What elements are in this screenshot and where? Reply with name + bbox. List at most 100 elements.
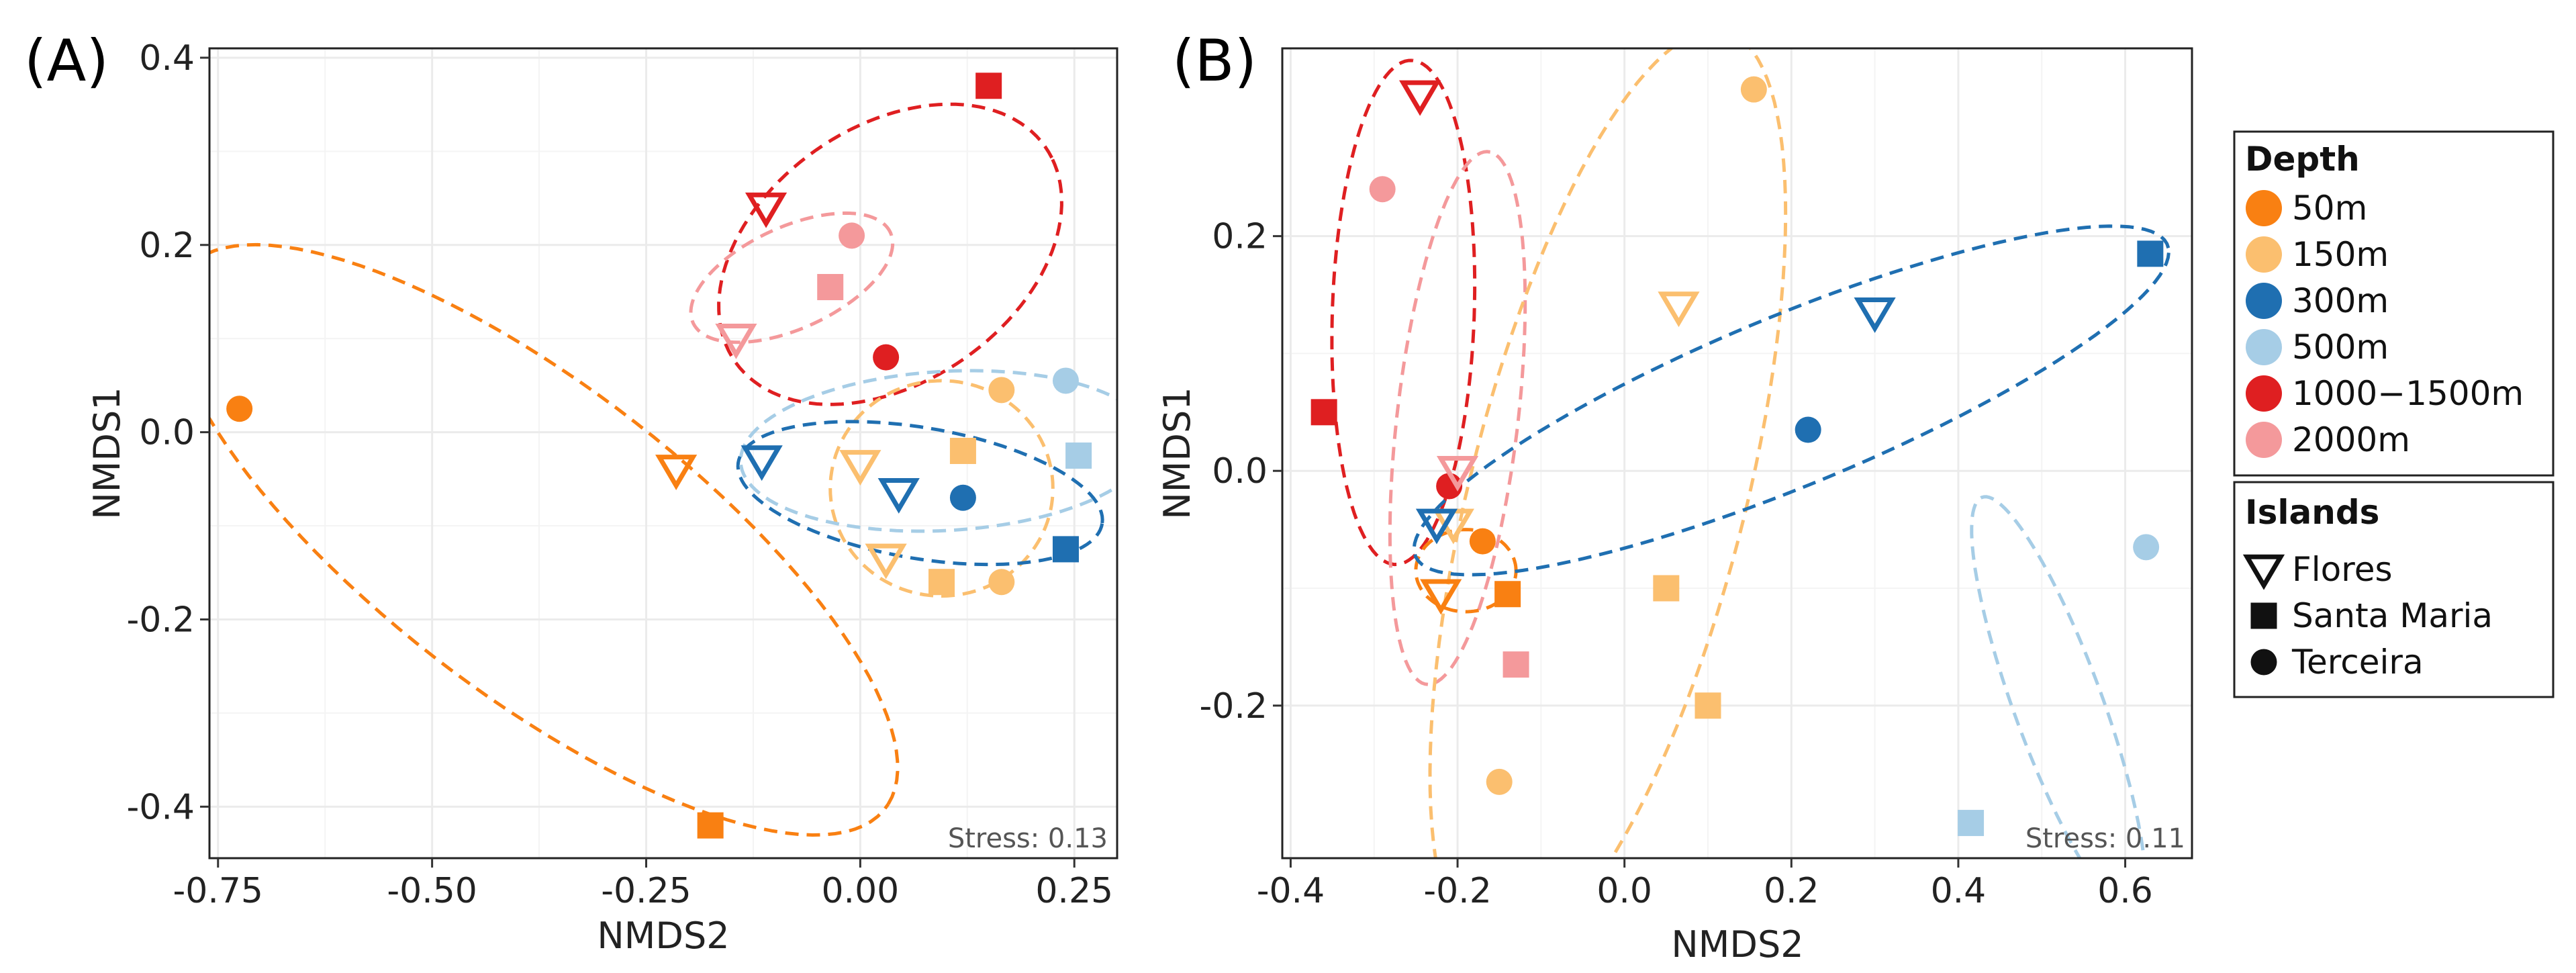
legend-islands-box: [2233, 481, 2555, 698]
data-point-flores: [865, 543, 907, 580]
legend-depth-swatch: [2246, 190, 2282, 226]
data-point-flores: [1415, 508, 1458, 545]
x-tick-label: -0.50: [387, 871, 477, 911]
data-point-flores: [715, 323, 757, 359]
data-point-terceira: [226, 396, 253, 422]
legend-island-swatch: [2242, 554, 2285, 590]
y-tick-label: -0.2: [127, 600, 195, 640]
ellipse-d50: [209, 242, 900, 837]
y-tick-label: -0.4: [127, 787, 195, 827]
x-tick-label: -0.25: [601, 871, 691, 911]
y-tick-label: 0.0: [139, 413, 195, 453]
panel-b-points: [1310, 76, 2164, 837]
data-point-santa-maria: [1052, 536, 1079, 563]
data-point-flores: [1398, 80, 1441, 116]
legend-depth-swatch: [2246, 283, 2282, 319]
legend-depth-title: Depth: [2245, 140, 2360, 179]
legend-island-swatch: [2250, 649, 2277, 676]
legend-island-label: Terceira: [2291, 643, 2424, 682]
ellipse-d2000: [689, 211, 895, 344]
data-point-santa-maria: [817, 274, 844, 301]
panel-a-grid: [209, 48, 1117, 858]
y-tick-label: 0.4: [139, 38, 195, 79]
data-point-flores: [741, 445, 783, 481]
data-point-santa-maria: [949, 438, 976, 465]
legend-depth-swatch: [2246, 375, 2282, 412]
legend-depth-swatch: [2246, 329, 2282, 365]
data-point-santa-maria: [928, 569, 955, 596]
panel-a-y-axis-title: NMDS1: [86, 387, 128, 519]
panel-b-y-axis-title: NMDS1: [1156, 387, 1198, 519]
legend-depth-label: 50m: [2292, 189, 2367, 228]
data-point-terceira: [873, 344, 900, 371]
y-tick-label: 0.2: [1212, 217, 1268, 257]
x-tick-label: -0.75: [173, 871, 263, 911]
data-point-santa-maria: [1653, 575, 1680, 602]
ellipse-d500: [738, 369, 1117, 533]
data-point-flores: [877, 478, 920, 514]
data-point-flores: [1420, 579, 1462, 615]
data-point-terceira: [2133, 534, 2160, 561]
panel-b-grid: [1282, 48, 2192, 858]
panel-a-stress-label: Stress: 0.13: [948, 823, 1108, 854]
data-point-santa-maria: [1695, 692, 1721, 719]
legend-islands-title: Islands: [2245, 493, 2379, 532]
data-point-terceira: [949, 484, 976, 511]
x-tick-label: 0.6: [2097, 871, 2153, 911]
panel-a-points: [226, 73, 1092, 839]
data-point-santa-maria: [1958, 810, 1985, 837]
ellipse-d1000: [1330, 58, 1477, 567]
x-tick-label: 0.4: [1931, 871, 1987, 911]
panel-a-frame: [208, 47, 1118, 860]
x-tick-label: -0.4: [1257, 871, 1325, 911]
legend-depth-items: 50m 150m 300m 500m 1000−1500m 2000m: [2246, 189, 2524, 459]
y-tick-label: -0.2: [1200, 686, 1268, 727]
ellipse-d2000: [1388, 150, 1527, 686]
ellipse-d300: [736, 420, 1104, 567]
panel-b: (B) -0.4 -0.2 0.0 0.2 0.4 0.6 -0.2 0.0 0.2 Stre…: [1156, 28, 2193, 966]
x-tick-label: 0.0: [1596, 871, 1652, 911]
data-point-flores: [1436, 455, 1479, 492]
data-point-terceira: [839, 222, 865, 249]
data-point-santa-maria: [1502, 651, 1529, 678]
legend-depth-swatch: [2246, 236, 2282, 273]
data-point-flores: [1658, 291, 1700, 328]
panel-b-y-axis-ticks: -0.2 0.0 0.2: [1200, 217, 1282, 727]
data-point-terceira: [1369, 176, 1396, 203]
panel-b-label: (B): [1172, 28, 1257, 95]
x-tick-label: 0.25: [1035, 871, 1113, 911]
panel-a-label: (A): [24, 28, 109, 95]
legend-depth-label: 500m: [2292, 328, 2389, 367]
data-point-flores: [745, 192, 788, 228]
legend-depth-label: 300m: [2292, 281, 2389, 320]
data-point-flores: [655, 455, 698, 491]
data-point-terceira: [1795, 416, 1821, 443]
ellipse-d1000: [717, 102, 1063, 406]
legend-depth-label: 2000m: [2292, 420, 2410, 459]
data-point-santa-maria: [1494, 581, 1521, 608]
legend-island-swatch: [2250, 602, 2277, 629]
y-tick-label: 0.2: [139, 226, 195, 266]
panel-b-stress-label: Stress: 0.11: [2025, 823, 2185, 854]
data-point-flores: [839, 450, 881, 486]
data-point-santa-maria: [1310, 399, 1337, 426]
panel-b-x-axis-ticks: -0.4 -0.2 0.0 0.2 0.4 0.6: [1257, 858, 2153, 911]
data-point-terceira: [1486, 768, 1513, 795]
legend-depth: Depth 50m 150m 300m 500m 1000−1500m 2000m: [2233, 130, 2555, 477]
data-point-santa-maria: [2137, 240, 2164, 267]
ellipse-d150: [1428, 48, 1788, 858]
x-tick-label: 0.00: [821, 871, 899, 911]
data-point-flores: [1854, 297, 1896, 333]
legend-island-label: Santa Maria: [2292, 596, 2493, 635]
x-tick-label: -0.2: [1423, 871, 1491, 911]
legend-depth-box: [2233, 130, 2555, 477]
panel-b-frame: [1281, 47, 2193, 860]
data-point-terceira: [1740, 76, 1767, 103]
legend-island-items: Flores Santa Maria Terceira: [2242, 550, 2493, 682]
data-point-santa-maria: [975, 73, 1002, 99]
panel-a-y-axis-ticks: -0.4 -0.2 0.0 0.2 0.4: [127, 38, 209, 827]
ellipse-d500: [1970, 495, 2146, 858]
legend-depth-label: 150m: [2292, 235, 2389, 274]
panel-b-x-axis-title: NMDS2: [1671, 923, 1803, 966]
